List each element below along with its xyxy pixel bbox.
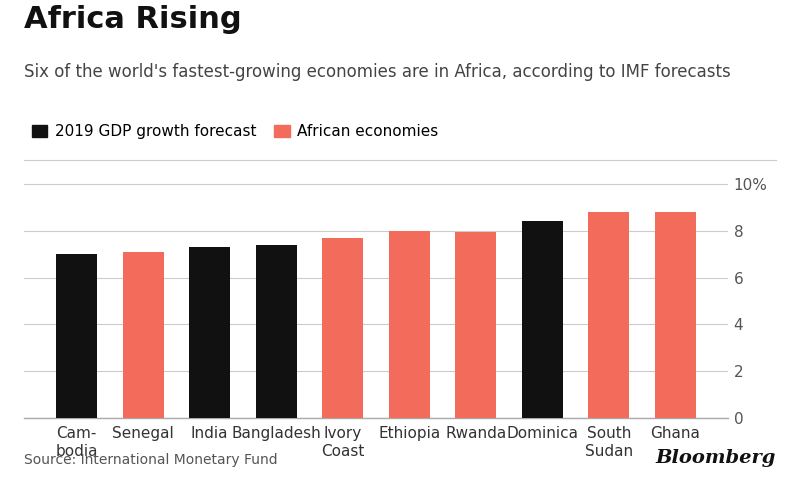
Bar xyxy=(522,222,563,418)
Bar xyxy=(122,252,164,418)
Bar xyxy=(255,245,297,418)
Legend: 2019 GDP growth forecast, African economies: 2019 GDP growth forecast, African econom… xyxy=(32,124,438,139)
Text: Africa Rising: Africa Rising xyxy=(24,5,242,34)
Bar xyxy=(322,238,363,418)
Text: Six of the world's fastest-growing economies are in Africa, according to IMF for: Six of the world's fastest-growing econo… xyxy=(24,63,730,81)
Bar xyxy=(389,231,430,418)
Bar xyxy=(56,254,98,418)
Bar xyxy=(189,247,230,418)
Bar xyxy=(455,232,497,418)
Bar xyxy=(654,212,696,418)
Bar xyxy=(588,212,630,418)
Text: Bloomberg: Bloomberg xyxy=(656,449,776,467)
Text: Source: International Monetary Fund: Source: International Monetary Fund xyxy=(24,452,278,467)
